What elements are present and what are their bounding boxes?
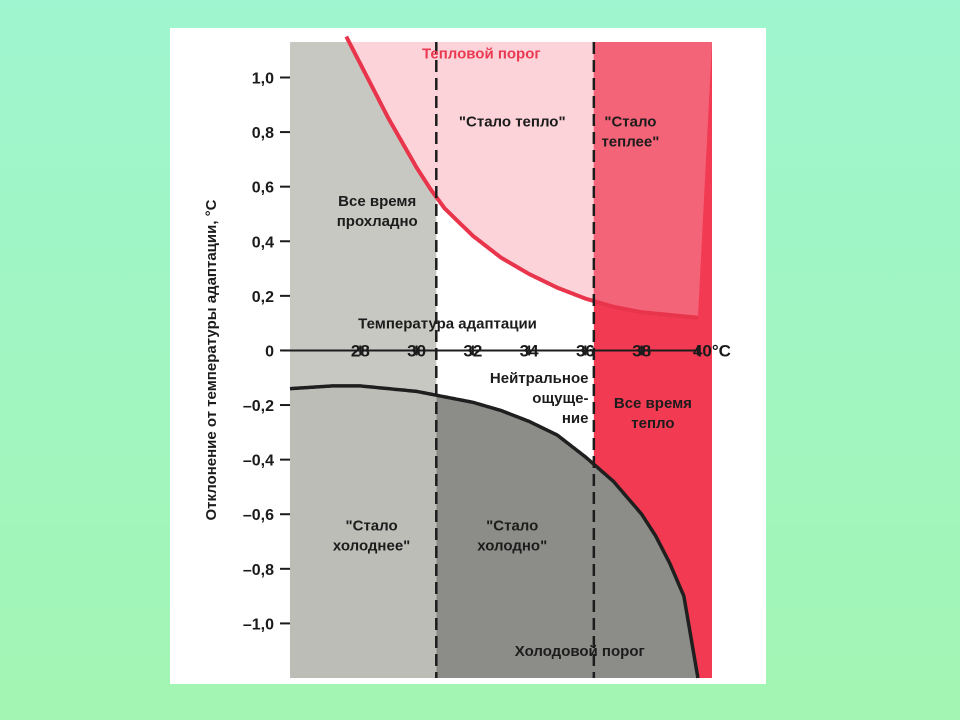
y-tick-label: 0,6 [252,180,274,197]
region-label: "Стало тепло" [459,114,566,131]
cold-threshold-label: Холодовой порог [515,643,645,660]
region-label-line: Все время [338,193,416,210]
region-label: Все время тепло [614,395,692,432]
region-label-line: "Стало [486,518,538,535]
heat-threshold-line [344,35,699,320]
x-tick-label: 28 [351,341,370,360]
y-tick-label: –1,0 [243,616,274,633]
y-tick-label: –0,2 [243,398,274,415]
region-label: Все время прохладно [337,193,418,230]
colder-zone [290,385,437,678]
region-label-line: прохладно [337,213,418,230]
cool-zone [290,36,437,678]
region-label-line: Все время [614,395,692,412]
x-tick-label: 38 [632,341,651,360]
chart-card: 28 30 32 34 36 38 40°C 1,0 0,8 0,6 0,4 0,2 0 –0,2 –0,4… [170,28,766,684]
x-tick-label: 40°C [693,341,731,360]
region-label-line: ние [562,410,589,427]
warm-zone [346,36,594,302]
y-tick-label: 1,0 [252,70,274,87]
region-label: "Стало теплее" [601,114,659,151]
x-tick-label: 34 [520,341,539,360]
region-label-line: тепло [631,415,674,432]
region-label-line: Нейтральное [490,370,589,387]
y-tick-label: 0,2 [252,289,274,306]
region-label: "Стало холоднее" [333,518,410,555]
heat-threshold-label: Тепловой порог [422,45,541,62]
y-tick-label: –0,8 [243,562,274,579]
region-label-line: "Стало [604,114,656,131]
y-tick-label: 0,4 [252,234,274,251]
x-axis-title: Температура адаптации [358,315,537,332]
region-label-line: теплее" [601,134,659,151]
region-label: Нейтральное ощуще-ние [490,370,589,427]
y-tick-label: –0,4 [243,453,274,470]
region-label-line: "Стало тепло" [459,114,566,131]
region-label: "Стало холодно" [477,518,547,555]
y-axis-title: Отклонение от температуры адаптации, °C [203,199,220,520]
region-label-line: холоднее" [333,538,410,555]
region-label-line: ощуще- [532,390,588,407]
x-tick-label: 36 [576,341,595,360]
cold-zone [436,395,698,678]
y-tick-label: 0 [265,343,274,360]
threshold-chart: 28 30 32 34 36 38 40°C 1,0 0,8 0,6 0,4 0,2 0 –0,2 –0,4… [203,35,731,679]
region-label-line: холодно" [477,538,547,555]
x-tick-label: 30 [407,341,426,360]
y-tick-label: 0,8 [252,125,274,142]
x-tick-label: 32 [463,341,482,360]
region-label-line: "Стало [346,518,398,535]
y-tick-label: –0,6 [243,507,274,524]
warmer-zone-top [593,42,712,318]
cold-threshold-line [289,384,700,679]
